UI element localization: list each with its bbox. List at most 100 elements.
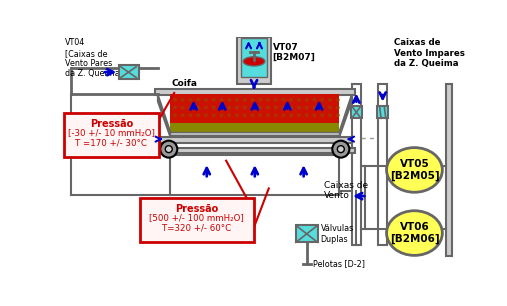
Circle shape [235,106,239,110]
Circle shape [305,106,309,110]
Text: Pressão: Pressão [90,119,133,129]
Circle shape [266,106,270,110]
FancyBboxPatch shape [64,113,159,157]
Circle shape [281,113,285,117]
Text: Pressão: Pressão [175,204,219,214]
Circle shape [281,98,285,102]
Circle shape [212,98,215,102]
Circle shape [227,98,231,102]
Circle shape [227,113,231,117]
Circle shape [312,98,316,102]
Circle shape [258,113,262,117]
Circle shape [250,113,255,117]
Circle shape [281,106,285,110]
Text: VT06
[B2M06]: VT06 [B2M06] [390,222,439,244]
Ellipse shape [386,211,442,256]
Circle shape [204,98,208,102]
Circle shape [297,98,301,102]
Text: Válvulas
Duplas: Válvulas Duplas [320,224,354,244]
Polygon shape [158,95,170,137]
Circle shape [328,113,332,117]
Bar [170,155,339,195]
Bar [119,65,139,79]
Bar [351,106,362,118]
Circle shape [289,98,293,102]
Circle shape [196,113,200,117]
Circle shape [266,98,270,102]
Bar [378,84,387,244]
Circle shape [212,106,215,110]
Circle shape [274,106,278,110]
Circle shape [258,106,262,110]
Circle shape [189,98,193,102]
Circle shape [328,98,332,102]
Text: [-30 +/- 10 mmH₂O]: [-30 +/- 10 mmH₂O] [68,128,155,137]
Circle shape [220,98,224,102]
Bar [296,226,317,242]
Circle shape [305,98,309,102]
Bar [352,84,361,244]
Text: T =170 +/- 30°C: T =170 +/- 30°C [76,138,148,147]
Circle shape [204,106,208,110]
Bar [158,137,352,143]
Circle shape [189,113,193,117]
Bar [155,148,355,153]
Bar [147,138,158,142]
Text: Pelotas [D-2]: Pelotas [D-2] [313,259,365,268]
Bar [170,123,339,132]
Circle shape [173,113,177,117]
Circle shape [181,113,185,117]
Circle shape [250,98,255,102]
Circle shape [140,136,148,144]
Circle shape [173,106,177,110]
Circle shape [274,98,278,102]
Circle shape [204,113,208,117]
Circle shape [336,113,340,117]
Circle shape [337,146,344,153]
FancyBboxPatch shape [140,198,254,241]
Circle shape [173,98,177,102]
Circle shape [250,106,255,110]
Bar [155,89,355,95]
Circle shape [189,106,193,110]
Text: Caixas de
Vento: Caixas de Vento [324,181,368,200]
Text: Coifa: Coifa [172,79,198,88]
Circle shape [320,113,324,117]
Circle shape [227,106,231,110]
Circle shape [181,106,185,110]
Circle shape [243,106,247,110]
Circle shape [297,106,301,110]
Circle shape [336,106,340,110]
Circle shape [181,98,185,102]
Text: VT07
[B2M07]: VT07 [B2M07] [273,43,315,62]
Circle shape [312,106,316,110]
Text: VT04
[Caixas de
Vento Pares
da Z. Queima]: VT04 [Caixas de Vento Pares da Z. Queima… [65,38,123,78]
Text: [500 +/- 100 mmH₂O]: [500 +/- 100 mmH₂O] [149,213,244,222]
Circle shape [266,113,270,117]
Circle shape [220,106,224,110]
Bar [170,132,339,135]
Circle shape [258,98,262,102]
Circle shape [243,113,247,117]
Bar [170,95,339,123]
Bar [377,106,388,118]
Bar [237,37,271,84]
Circle shape [320,98,324,102]
Circle shape [220,113,224,117]
Bar [446,84,452,256]
Circle shape [332,141,349,158]
Circle shape [243,98,247,102]
Polygon shape [339,95,352,137]
Circle shape [328,106,332,110]
Ellipse shape [243,57,265,66]
Bar [241,38,267,77]
Circle shape [235,98,239,102]
Circle shape [212,113,215,117]
Circle shape [297,113,301,117]
Circle shape [305,113,309,117]
Ellipse shape [386,147,442,192]
Circle shape [289,113,293,117]
Circle shape [165,146,172,153]
Circle shape [312,113,316,117]
Text: Caixas de
Vento Impares
da Z. Queima: Caixas de Vento Impares da Z. Queima [394,38,465,68]
